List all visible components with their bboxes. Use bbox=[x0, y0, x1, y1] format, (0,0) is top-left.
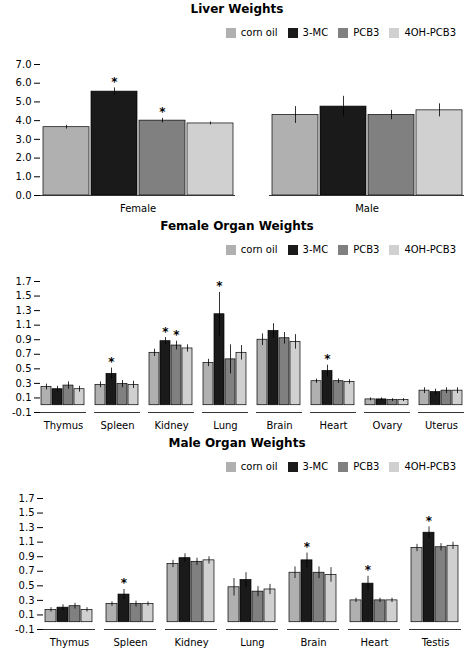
svg-text:0.5: 0.5 bbox=[19, 580, 35, 591]
svg-text:1.5: 1.5 bbox=[19, 507, 35, 518]
svg-text:0.7: 0.7 bbox=[19, 565, 35, 576]
html-text:corn oil: corn oil bbox=[240, 27, 278, 38]
html-text:3-MC: 3-MC bbox=[302, 27, 329, 38]
svg-text:0.7: 0.7 bbox=[16, 348, 32, 359]
svg-text:*: * bbox=[173, 328, 180, 342]
svg-text:0.3: 0.3 bbox=[16, 378, 32, 389]
svg-text:*: * bbox=[159, 105, 166, 119]
svg-text:Thymus: Thymus bbox=[43, 420, 84, 431]
svg-text:1.5: 1.5 bbox=[16, 290, 32, 301]
html-text:PCB3: PCB3 bbox=[353, 244, 380, 255]
svg-text:1.0: 1.0 bbox=[16, 171, 32, 182]
svg-text:*: * bbox=[162, 325, 169, 339]
svg-text:1.7: 1.7 bbox=[19, 493, 35, 504]
html-text:4OH-PCB3: 4OH-PCB3 bbox=[404, 27, 456, 38]
html-text:Female Organ Weights: Female Organ Weights bbox=[160, 219, 314, 233]
html-text:corn oil: corn oil bbox=[240, 244, 278, 255]
svg-text:-0.1: -0.1 bbox=[15, 624, 35, 635]
svg-text:Kidney: Kidney bbox=[174, 637, 208, 648]
html-text:Liver Weights: Liver Weights bbox=[190, 2, 284, 16]
svg-text:Kidney: Kidney bbox=[154, 420, 188, 431]
svg-text:-0.1: -0.1 bbox=[12, 407, 32, 418]
svg-text:*: * bbox=[108, 355, 115, 369]
svg-text:0.5: 0.5 bbox=[16, 363, 32, 374]
svg-text:Male: Male bbox=[355, 203, 379, 214]
html-text:Male Organ Weights: Male Organ Weights bbox=[168, 436, 306, 450]
svg-text:Uterus: Uterus bbox=[425, 420, 458, 431]
svg-text:3.0: 3.0 bbox=[16, 134, 32, 145]
html-text:PCB3: PCB3 bbox=[353, 27, 380, 38]
html-text:3-MC: 3-MC bbox=[302, 461, 329, 472]
svg-text:Lung: Lung bbox=[213, 420, 237, 431]
html-text:4OH-PCB3: 4OH-PCB3 bbox=[404, 461, 456, 472]
svg-text:Female: Female bbox=[120, 203, 156, 214]
html-text:4OH-PCB3: 4OH-PCB3 bbox=[404, 244, 456, 255]
svg-text:7.0: 7.0 bbox=[16, 59, 32, 70]
svg-text:Brain: Brain bbox=[266, 420, 292, 431]
svg-text:*: * bbox=[426, 514, 433, 528]
svg-text:*: * bbox=[365, 563, 372, 577]
svg-text:1.7: 1.7 bbox=[16, 276, 32, 287]
svg-text:1.1: 1.1 bbox=[16, 319, 32, 330]
svg-text:0.3: 0.3 bbox=[19, 595, 35, 606]
svg-text:1.1: 1.1 bbox=[19, 536, 35, 547]
svg-text:2.0: 2.0 bbox=[16, 152, 32, 163]
svg-text:Testis: Testis bbox=[421, 637, 450, 648]
html-text:PCB3: PCB3 bbox=[353, 461, 380, 472]
svg-text:*: * bbox=[216, 279, 223, 293]
svg-text:Spleen: Spleen bbox=[113, 637, 147, 648]
svg-text:0.9: 0.9 bbox=[19, 551, 35, 562]
svg-text:0.1: 0.1 bbox=[16, 392, 32, 403]
svg-text:Heart: Heart bbox=[361, 637, 389, 648]
svg-text:*: * bbox=[111, 75, 118, 89]
svg-text:0.1: 0.1 bbox=[19, 609, 35, 620]
svg-text:*: * bbox=[121, 576, 128, 590]
svg-text:Thymus: Thymus bbox=[49, 637, 90, 648]
svg-text:0.9: 0.9 bbox=[16, 334, 32, 345]
svg-text:1.3: 1.3 bbox=[19, 522, 35, 533]
svg-text:1.3: 1.3 bbox=[16, 305, 32, 316]
svg-text:Brain: Brain bbox=[300, 637, 326, 648]
html-text:corn oil: corn oil bbox=[240, 461, 278, 472]
svg-text:*: * bbox=[304, 540, 311, 554]
svg-text:*: * bbox=[324, 352, 331, 366]
html-text:3-MC: 3-MC bbox=[302, 244, 329, 255]
svg-text:5.0: 5.0 bbox=[16, 96, 32, 107]
svg-text:4.0: 4.0 bbox=[16, 115, 32, 126]
svg-text:6.0: 6.0 bbox=[16, 77, 32, 88]
svg-text:Lung: Lung bbox=[240, 637, 264, 648]
svg-text:0.0: 0.0 bbox=[16, 190, 32, 201]
svg-text:Heart: Heart bbox=[320, 420, 348, 431]
svg-text:Spleen: Spleen bbox=[100, 420, 134, 431]
svg-text:Ovary: Ovary bbox=[373, 420, 403, 431]
